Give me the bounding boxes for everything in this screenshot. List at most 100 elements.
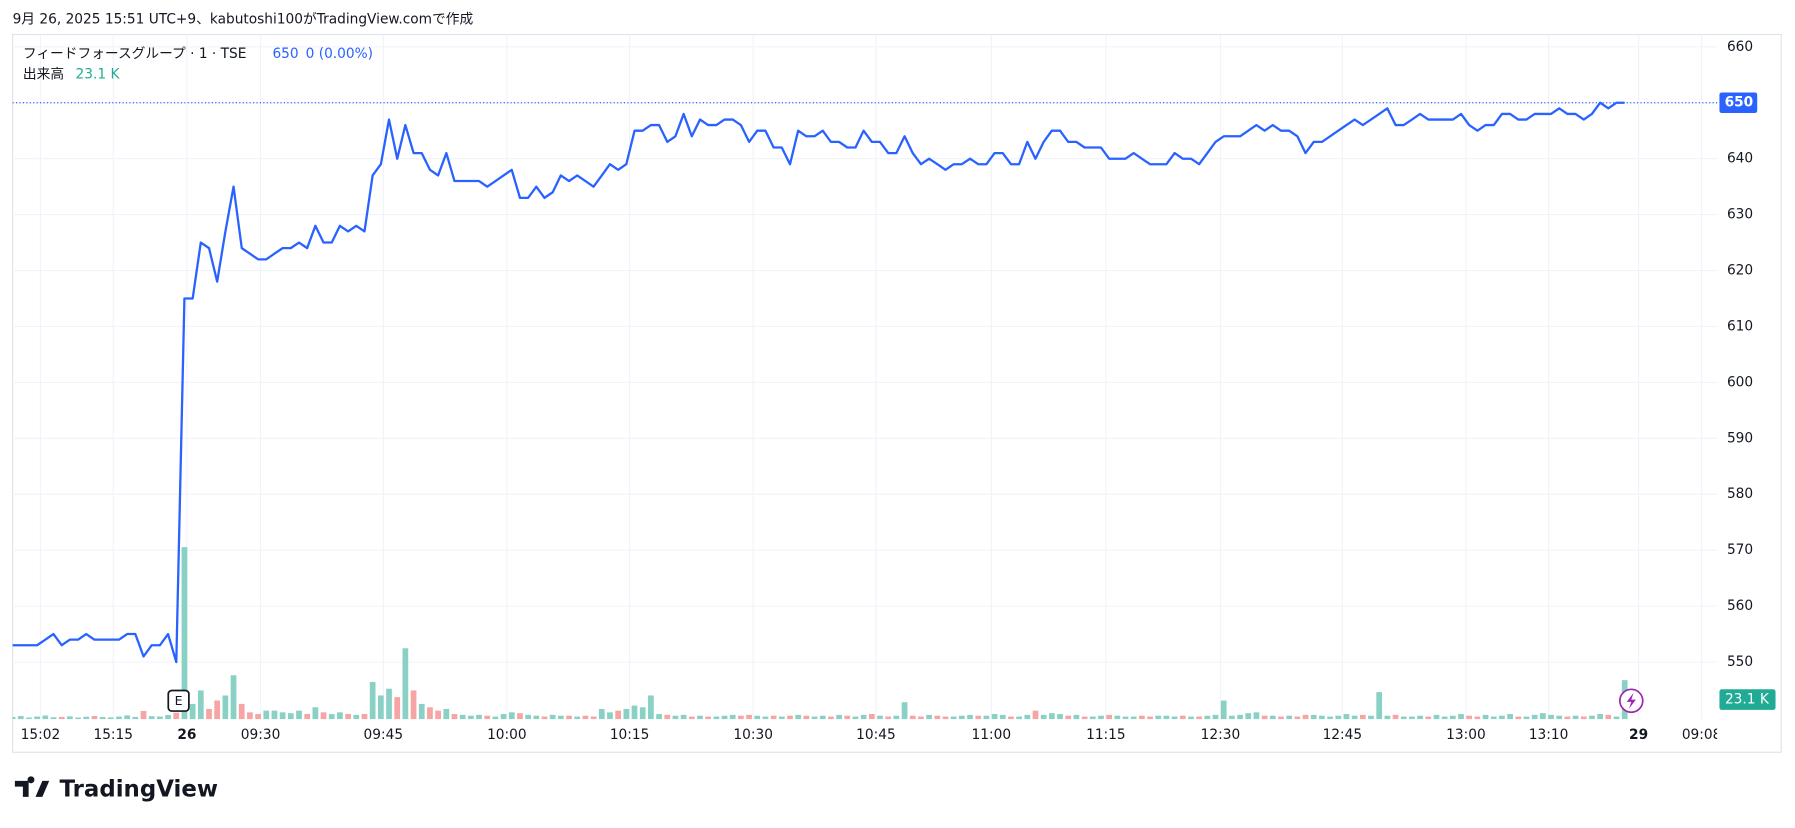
x-tick-label: 09:45 xyxy=(364,727,404,743)
volume-bar xyxy=(255,714,261,720)
axes: 550 560 570 580 590 600 610 620 630 640 650 660 15:0… xyxy=(21,39,1776,743)
price-line xyxy=(12,101,1625,664)
volume-bar xyxy=(1130,716,1137,720)
volume-bar xyxy=(181,547,188,720)
volume-bar xyxy=(574,716,581,720)
volume-bar xyxy=(116,716,122,720)
x-tick-label: 12:30 xyxy=(1201,727,1241,743)
legend-price: 650 xyxy=(272,46,298,62)
volume-bar xyxy=(1302,714,1309,720)
event-icon[interactable] xyxy=(1618,688,1644,714)
volume-bar xyxy=(680,714,687,720)
logo[interactable]: TradingView xyxy=(14,776,218,803)
volume-bar xyxy=(648,695,654,720)
x-tick-label: 15:02 xyxy=(21,727,61,743)
volume-bar xyxy=(958,715,965,720)
volume-bar xyxy=(844,715,851,720)
volume-bar xyxy=(451,714,458,720)
y-tick-label: 580 xyxy=(1727,486,1753,502)
volume-bar xyxy=(1441,716,1448,720)
legend-title: フィードフォースグループ · 1 · TSE xyxy=(23,46,247,62)
volume-bar xyxy=(58,716,65,720)
volume-bar xyxy=(1016,716,1022,720)
volume-bar xyxy=(99,717,106,720)
volume-bar xyxy=(1253,712,1260,720)
volume-bar xyxy=(1359,714,1366,720)
volume-bar xyxy=(1589,715,1595,720)
volume-bar xyxy=(934,715,941,720)
volume-bar xyxy=(787,715,793,720)
volume-bar xyxy=(1531,714,1538,720)
volume-bar xyxy=(271,710,278,720)
volume-bar xyxy=(214,700,221,720)
volume-bar xyxy=(631,705,638,720)
volume-bar xyxy=(1310,714,1317,720)
volume-bar xyxy=(1245,713,1252,720)
volume-bar xyxy=(1572,715,1579,720)
y-tick-label: 640 xyxy=(1727,151,1753,167)
x-tick-label: 13:10 xyxy=(1529,727,1569,743)
volume-bar xyxy=(1556,715,1563,720)
x-tick-label: 29 xyxy=(1629,727,1648,743)
volume-bar xyxy=(353,714,360,720)
svg-text:E: E xyxy=(175,693,183,708)
volume-bar xyxy=(819,715,826,720)
volume-bar xyxy=(877,715,883,720)
volume-bar xyxy=(942,716,949,720)
volume-bar xyxy=(320,712,327,720)
volume-bar xyxy=(688,716,695,720)
volume-bar xyxy=(1294,716,1301,720)
volume-bar xyxy=(828,716,834,720)
volume-label: 23.1 K xyxy=(1725,692,1770,708)
volume-bar xyxy=(427,707,433,720)
volume-bar xyxy=(1597,714,1603,720)
volume-bar xyxy=(770,715,777,720)
x-tick-label: 10:00 xyxy=(487,727,527,743)
volume-bar xyxy=(795,714,802,720)
x-tick-label: 10:30 xyxy=(733,727,773,743)
header: 9月 26, 2025 15:51 UTC+9、kabutoshi100がTra… xyxy=(13,12,474,28)
volume-bar xyxy=(1368,715,1374,720)
volume-bar xyxy=(26,717,32,720)
volume-bar xyxy=(1605,714,1612,720)
volume-bar xyxy=(1343,714,1350,720)
volume-bar xyxy=(541,716,548,720)
volume-bar xyxy=(410,690,417,720)
x-tick-label: 15:15 xyxy=(93,727,133,743)
volume-bar xyxy=(558,715,564,720)
volume-bar xyxy=(1409,716,1415,720)
volume-bar xyxy=(1458,714,1464,720)
volume-bar xyxy=(1220,700,1227,720)
y-tick-label: 600 xyxy=(1727,374,1753,390)
volume-bar xyxy=(1196,716,1203,720)
volume-bar xyxy=(664,714,671,720)
volume-bar xyxy=(672,715,679,720)
volume-bar xyxy=(83,716,90,720)
volume-bar xyxy=(173,712,180,720)
volume-bar xyxy=(1499,715,1505,720)
volume-bar xyxy=(721,715,728,720)
volume-bar xyxy=(1081,716,1088,720)
x-tick-label: 10:15 xyxy=(610,727,650,743)
volume-bar xyxy=(926,714,932,720)
volume-bar xyxy=(1048,713,1055,720)
volume-bar xyxy=(893,715,900,720)
volume-bar xyxy=(1539,713,1546,720)
volume-bar xyxy=(279,712,286,720)
volume-bar xyxy=(639,707,646,720)
volume-bar xyxy=(1269,715,1276,720)
volume-bar xyxy=(312,707,319,720)
volume-bar xyxy=(1008,716,1014,720)
volume-bar xyxy=(1376,692,1383,720)
brand: TradingView xyxy=(60,777,218,803)
volume-bar xyxy=(148,716,155,720)
volume-bar xyxy=(1122,716,1129,720)
volume-bar xyxy=(394,697,401,720)
volume-bar xyxy=(885,716,892,720)
volume-bar xyxy=(287,713,294,720)
volume-bar xyxy=(238,703,245,720)
volume-bar xyxy=(1400,716,1407,720)
volume-bar xyxy=(296,710,302,720)
earnings-marker[interactable]: E xyxy=(167,689,190,712)
